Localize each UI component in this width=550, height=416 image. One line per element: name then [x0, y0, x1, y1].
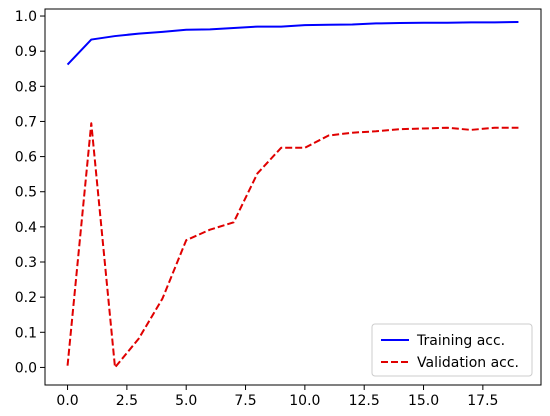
- y-tick-label: 0.8: [15, 79, 37, 95]
- y-tick-label: 0.1: [15, 325, 37, 341]
- y-tick-label: 0.9: [15, 44, 37, 60]
- x-tick-label: 5.0: [175, 393, 197, 409]
- legend-box: [371, 323, 533, 377]
- series-layer: [66, 21, 519, 369]
- y-tick-label: 0.0: [15, 360, 37, 376]
- plot-frame: [44, 8, 542, 386]
- x-tick-label: 7.5: [234, 393, 256, 409]
- legend-label: Training acc.: [416, 333, 505, 349]
- y-tick-label: 0.3: [15, 255, 37, 271]
- y-tick-label: 0.7: [15, 114, 37, 130]
- x-tick-label: 2.5: [116, 393, 138, 409]
- y-tick-label: 1.0: [15, 9, 37, 25]
- legend-label: Validation acc.: [417, 355, 519, 371]
- x-tick-label: 10.0: [289, 393, 320, 409]
- series-line-training: [66, 21, 519, 66]
- x-tick-label: 15.0: [408, 393, 439, 409]
- y-tick-label: 0.2: [15, 290, 37, 306]
- legend: Training acc. Validation acc.: [371, 323, 533, 377]
- y-tick-label: 0.4: [15, 220, 37, 236]
- plot-area: [44, 8, 542, 386]
- y-tick-label: 0.6: [15, 150, 37, 166]
- y-axis: 0.0 0.1 0.2 0.3 0.4 0.5 0.6 0.7 0.8 0.9 1.0: [15, 9, 45, 376]
- x-tick-label: 12.5: [349, 393, 380, 409]
- series-line-validation: [66, 122, 519, 369]
- x-tick-label: 0.0: [56, 393, 78, 409]
- x-axis: 0.0 2.5 5.0 7.5 10.0 12.5 15.0 17.5: [56, 385, 498, 409]
- y-tick-label: 0.5: [15, 185, 37, 201]
- x-tick-label: 17.5: [467, 393, 498, 409]
